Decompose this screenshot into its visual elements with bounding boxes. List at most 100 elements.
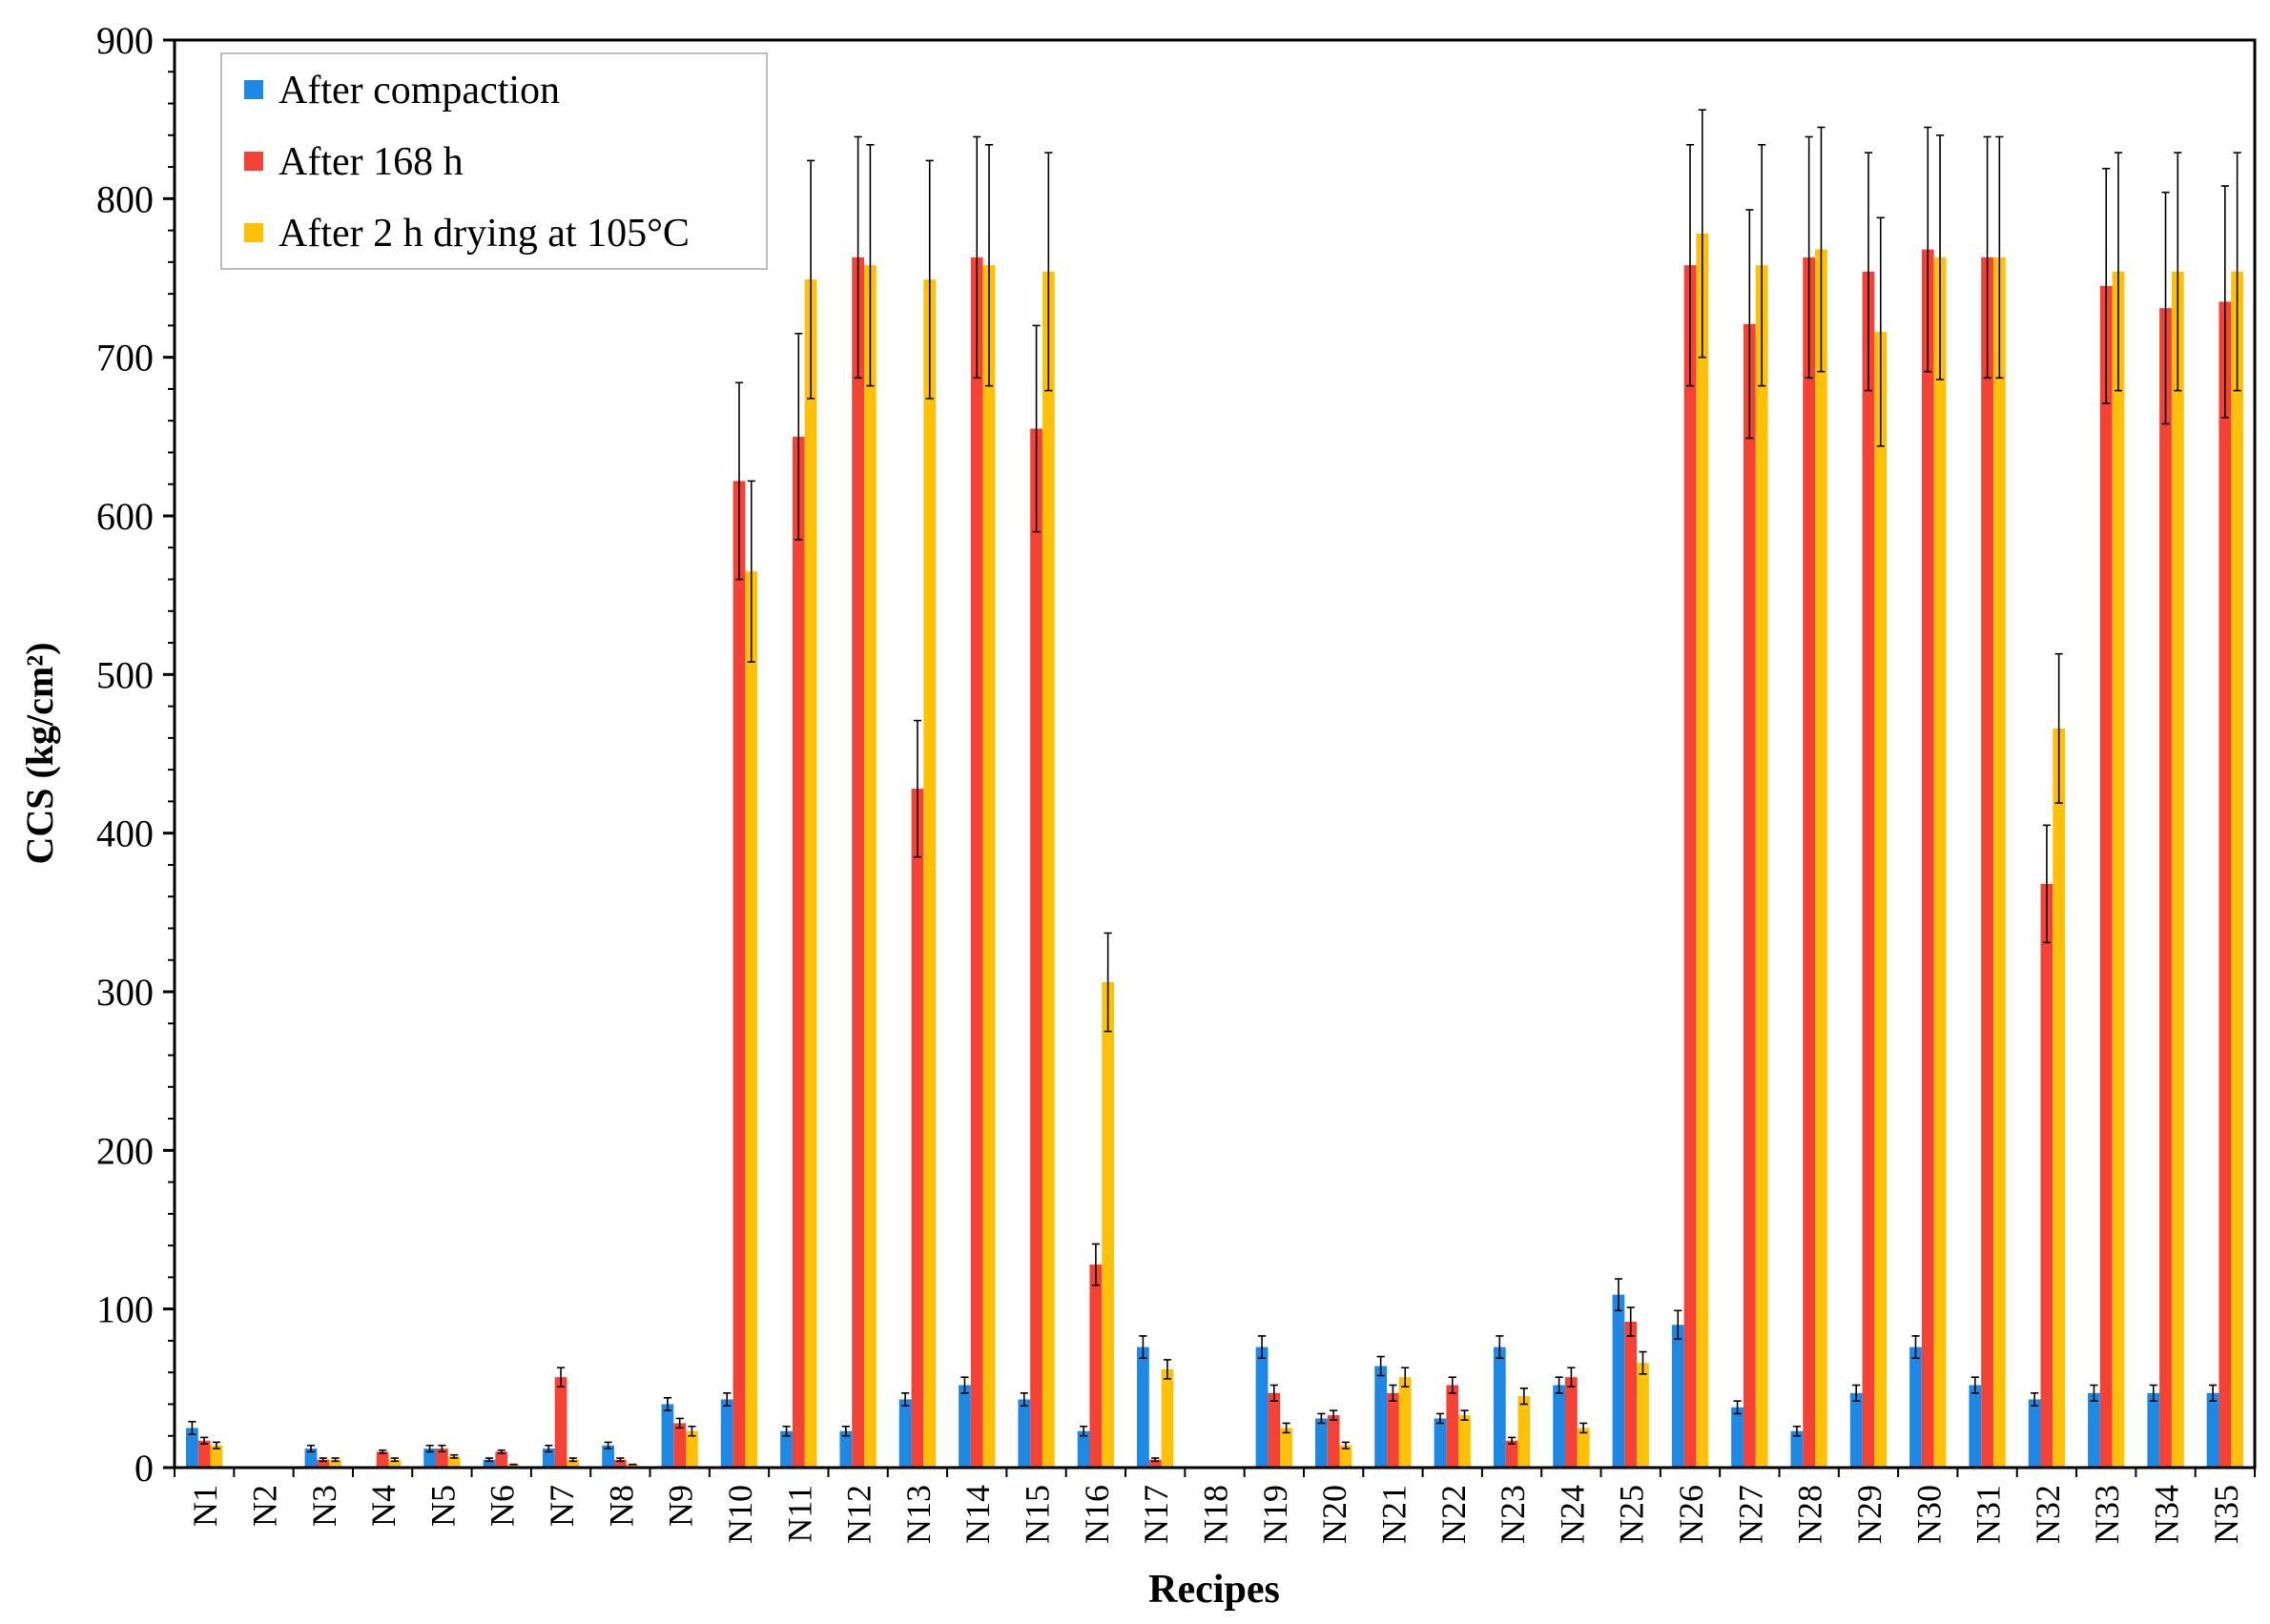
bar-after-168-h-n13 [911, 789, 924, 1468]
bar-after-compaction-n17 [1137, 1346, 1149, 1468]
bar-after-2-h-drying-at-105-c-n22 [1458, 1415, 1471, 1468]
error-bar-after-2-h-drying-at-105-c-n27 [1758, 143, 1766, 387]
bar-after-2-h-drying-at-105-c-n9 [686, 1430, 698, 1468]
x-tick-label-n9: N9 [662, 1485, 700, 1527]
error-bar-after-2-h-drying-at-105-c-n5 [450, 1453, 459, 1459]
error-bar-after-168-h-n5 [438, 1444, 446, 1453]
bar-after-168-h-n4 [376, 1451, 389, 1468]
bar-after-compaction-n9 [661, 1404, 674, 1468]
legend-swatch-after-168h [244, 152, 263, 171]
error-bar-after-168-h-n23 [1507, 1436, 1517, 1445]
bar-after-2-h-drying-at-105-c-n1 [210, 1445, 223, 1468]
error-bar-after-compaction-n28 [1792, 1425, 1801, 1437]
error-bar-after-2-h-drying-at-105-c-n29 [1876, 216, 1885, 447]
y-tick-label-200: 200 [96, 1129, 154, 1172]
error-bar-after-168-h-n29 [1864, 152, 1873, 392]
x-tick-label-n11: N11 [780, 1485, 818, 1543]
bar-after-168-h-n17 [1148, 1459, 1162, 1468]
x-tick-label-n15: N15 [1019, 1485, 1057, 1544]
bar-after-2-h-drying-at-105-c-n8 [626, 1464, 639, 1468]
bar-after-2-h-drying-at-105-c-n24 [1577, 1428, 1590, 1468]
error-bar-after-compaction-n33 [2090, 1384, 2098, 1402]
bar-after-2-h-drying-at-105-c-n6 [507, 1464, 520, 1468]
bar-after-2-h-drying-at-105-c-n16 [1102, 982, 1115, 1468]
error-bar-after-2-h-drying-at-105-c-n10 [747, 480, 755, 663]
bar-after-168-h-n15 [1030, 428, 1042, 1468]
bar-after-2-h-drying-at-105-c-n31 [1992, 257, 2006, 1468]
error-bar-after-2-h-drying-at-105-c-n9 [688, 1425, 696, 1437]
error-bar-after-compaction-n20 [1317, 1412, 1326, 1425]
x-tick-label-n1: N1 [186, 1485, 224, 1527]
x-tick-label-n19: N19 [1256, 1485, 1294, 1544]
bar-after-2-h-drying-at-105-c-n3 [329, 1459, 341, 1468]
bar-after-168-h-n14 [970, 257, 983, 1468]
error-bar-after-2-h-drying-at-105-c-n20 [1341, 1441, 1350, 1449]
error-bar-after-168-h-n27 [1745, 209, 1754, 440]
x-tick-label-n23: N23 [1494, 1485, 1532, 1544]
error-bar-after-168-h-n35 [2220, 185, 2229, 419]
x-tick-label-n4: N4 [364, 1485, 402, 1527]
error-bar-after-compaction-n29 [1852, 1384, 1861, 1402]
bar-after-2-h-drying-at-105-c-n30 [1933, 257, 1947, 1468]
error-bar-after-168-h-n19 [1269, 1384, 1278, 1402]
bar-after-compaction-n7 [542, 1449, 555, 1468]
x-tick-label-n21: N21 [1374, 1485, 1413, 1544]
x-tick-label-n29: N29 [1850, 1485, 1888, 1544]
error-bar-after-compaction-n34 [2149, 1384, 2157, 1402]
legend-label-after-168h: After 168 h [279, 140, 464, 184]
error-bar-after-compaction-n21 [1376, 1355, 1385, 1377]
y-tick-label-500: 500 [96, 653, 154, 696]
legend-label-after-compaction: After compaction [279, 69, 560, 113]
error-bar-after-168-h-n9 [675, 1417, 684, 1429]
error-bar-after-compaction-n10 [723, 1392, 732, 1407]
bar-after-168-h-n10 [733, 481, 746, 1468]
error-bar-after-2-h-drying-at-105-c-n22 [1460, 1409, 1469, 1421]
bar-after-compaction-n13 [898, 1399, 912, 1468]
x-tick-label-n24: N24 [1553, 1485, 1591, 1544]
bar-after-168-h-n30 [1921, 249, 1934, 1468]
y-tick-label-900: 900 [96, 19, 154, 62]
bar-after-2-h-drying-at-105-c-n10 [745, 571, 758, 1468]
error-bar-after-168-h-n7 [556, 1367, 566, 1388]
y-tick-label-300: 300 [96, 971, 154, 1014]
error-bar-after-168-h-n3 [319, 1457, 327, 1463]
x-tick-label-n13: N13 [899, 1485, 938, 1544]
error-bar-after-compaction-n3 [306, 1444, 316, 1453]
error-bar-after-2-h-drying-at-105-c-n32 [2054, 652, 2063, 804]
error-bar-after-168-h-n32 [2042, 824, 2051, 944]
error-bar-after-2-h-drying-at-105-c-n26 [1698, 109, 1706, 359]
bar-after-compaction-n11 [780, 1430, 793, 1468]
bar-after-2-h-drying-at-105-c-n13 [923, 279, 937, 1468]
bar-after-2-h-drying-at-105-c-n35 [2231, 271, 2243, 1469]
bar-after-2-h-drying-at-105-c-n28 [1815, 249, 1827, 1468]
x-tick-label-n25: N25 [1613, 1485, 1651, 1544]
bar-after-compaction-n5 [423, 1449, 437, 1468]
bar-after-compaction-n26 [1671, 1325, 1684, 1468]
error-bar-after-168-h-n17 [1151, 1457, 1160, 1463]
x-tick-label-n10: N10 [721, 1485, 759, 1544]
bar-after-168-h-n3 [317, 1459, 330, 1468]
y-tick-label-700: 700 [96, 337, 154, 380]
bar-after-168-h-n21 [1387, 1392, 1399, 1468]
bar-after-compaction-n32 [2028, 1399, 2041, 1468]
x-tick-label-n27: N27 [1731, 1485, 1769, 1544]
bar-after-2-h-drying-at-105-c-n11 [804, 279, 817, 1468]
legend-box [220, 52, 768, 270]
bar-after-2-h-drying-at-105-c-n12 [864, 265, 877, 1469]
error-bar-after-2-h-drying-at-105-c-n14 [984, 143, 994, 387]
bar-after-compaction-n1 [186, 1428, 198, 1468]
error-bar-after-2-h-drying-at-105-c-n1 [212, 1441, 221, 1449]
bar-after-2-h-drying-at-105-c-n27 [1755, 265, 1768, 1469]
bar-after-2-h-drying-at-105-c-n19 [1280, 1428, 1292, 1468]
error-bar-after-compaction-n7 [545, 1444, 553, 1453]
bar-after-168-h-n35 [2218, 301, 2232, 1469]
error-bar-after-168-h-n31 [1983, 135, 1991, 380]
bar-after-2-h-drying-at-105-c-n21 [1398, 1377, 1412, 1468]
bar-after-168-h-n9 [673, 1423, 687, 1468]
bar-after-168-h-n33 [2099, 285, 2113, 1468]
error-bar-after-168-h-n15 [1032, 324, 1041, 533]
error-bar-after-2-h-drying-at-105-c-n35 [2233, 152, 2241, 392]
bar-after-168-h-n5 [436, 1449, 448, 1468]
bar-after-compaction-n31 [1969, 1385, 1982, 1468]
legend-label-after-drying: After 2 h drying at 105°C [279, 212, 690, 256]
